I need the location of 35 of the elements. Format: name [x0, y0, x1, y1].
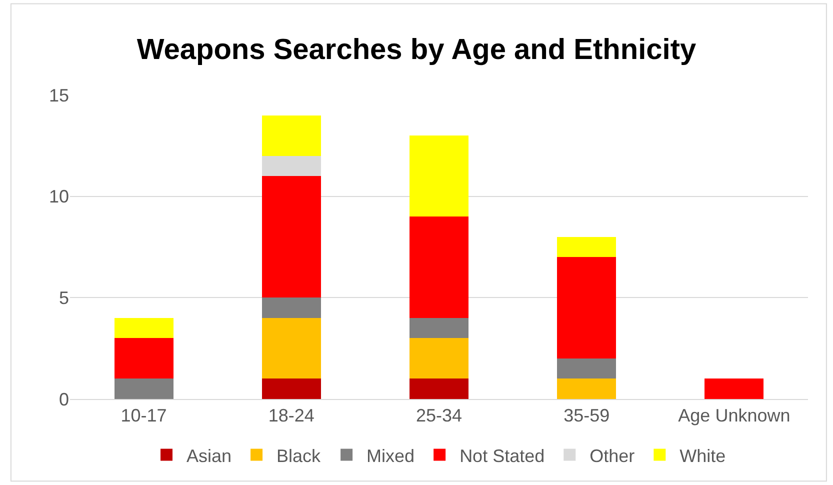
bar — [114, 378, 174, 399]
bar — [262, 115, 321, 156]
bar — [262, 378, 321, 399]
bar — [262, 156, 321, 176]
bar — [409, 216, 469, 318]
legend-label: Mixed — [366, 446, 415, 466]
chart-title: Weapons Searches by Age and Ethnicity — [136, 34, 696, 66]
bar — [114, 318, 174, 338]
x-tick-label: 25-34 — [416, 406, 462, 426]
bar — [557, 257, 616, 358]
legend-label: Asian — [186, 446, 232, 466]
bar — [262, 298, 321, 318]
x-tick-label: Age Unknown — [678, 406, 790, 426]
bar — [409, 318, 469, 338]
y-tick-label: 5 — [58, 288, 69, 308]
bar — [409, 136, 469, 217]
bar — [409, 338, 469, 379]
bar — [557, 358, 616, 379]
x-tick-label: 18-24 — [268, 406, 314, 426]
y-tick-label: 0 — [58, 389, 69, 410]
bar — [557, 236, 616, 258]
legend-label: Black — [276, 446, 322, 466]
bar — [262, 318, 321, 379]
bar — [114, 338, 174, 379]
bar — [262, 176, 321, 298]
legend-label: White — [680, 446, 726, 466]
y-tick-label: 15 — [48, 85, 69, 106]
legend-label: Not Stated — [460, 446, 545, 466]
bar — [557, 378, 616, 399]
bar — [704, 378, 764, 399]
x-tick-label: 35-59 — [564, 406, 610, 426]
bar — [409, 378, 469, 399]
legend-label: Other — [590, 446, 635, 466]
x-tick-label: 10-17 — [120, 406, 167, 426]
y-tick-label: 10 — [48, 186, 69, 207]
